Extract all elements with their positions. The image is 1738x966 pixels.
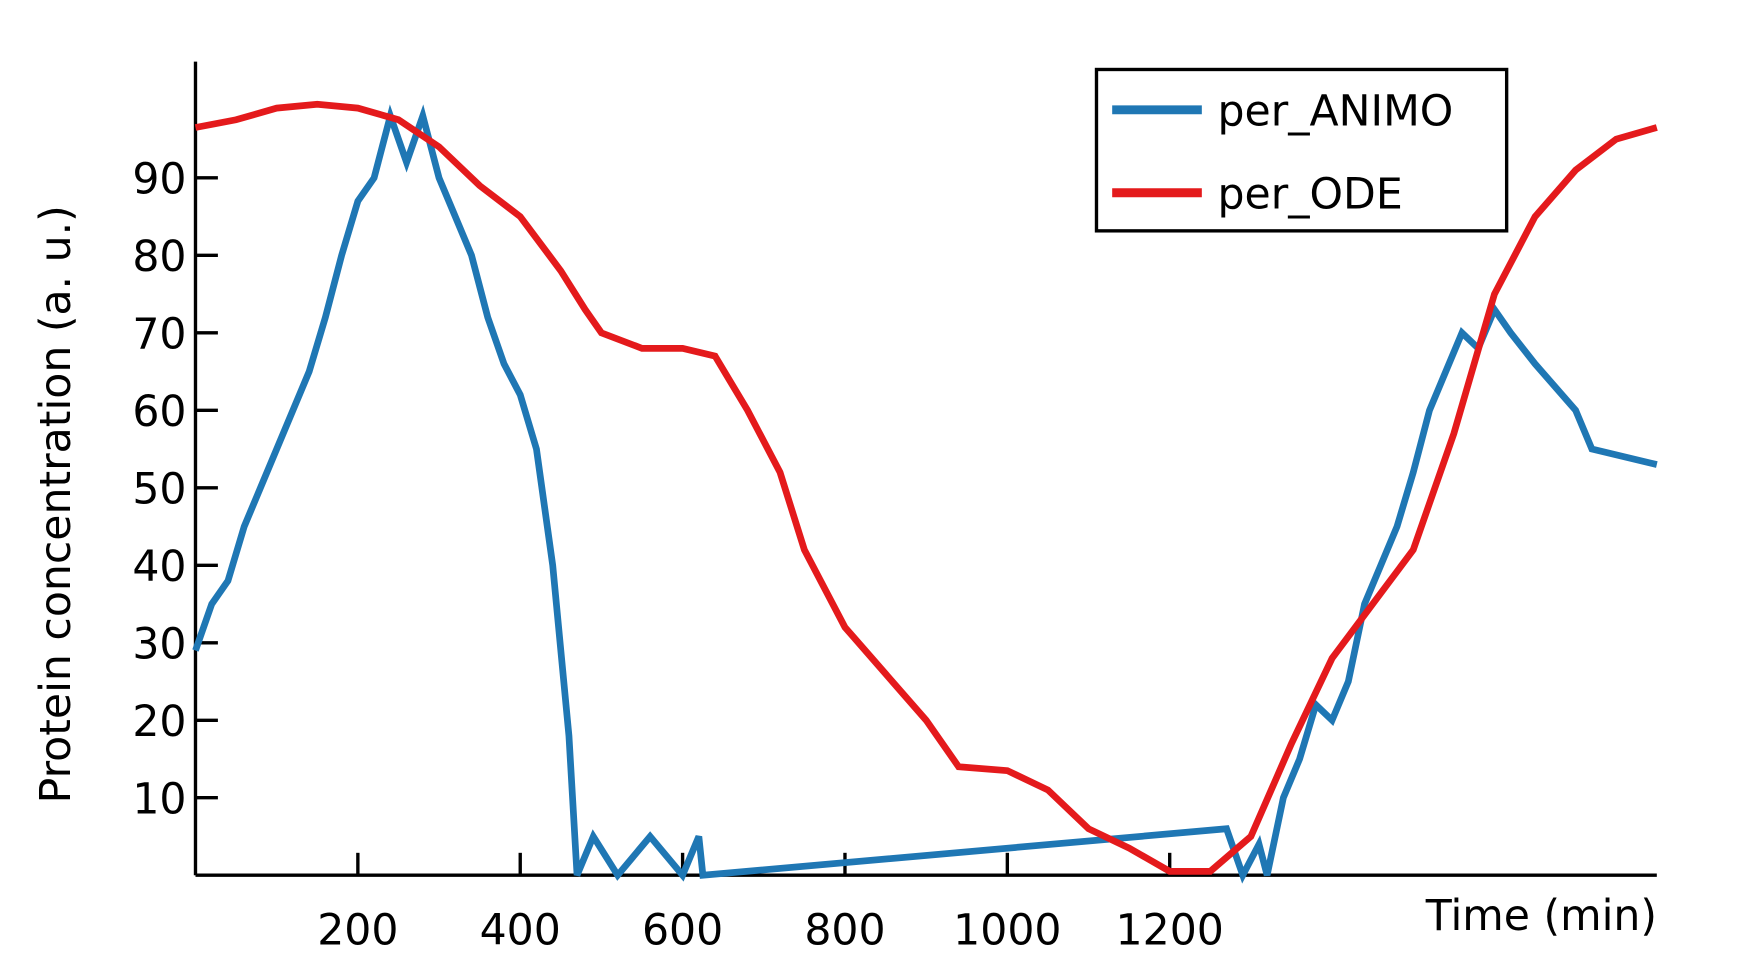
y-tick-label: 50 xyxy=(132,464,186,514)
x-tick-label: 800 xyxy=(804,906,885,956)
y-tick-label: 10 xyxy=(132,774,186,824)
y-tick-label: 20 xyxy=(132,697,186,747)
x-tick-label: 200 xyxy=(317,906,398,956)
y-axis-label: Protein concentration (a. u.) xyxy=(31,205,81,803)
x-tick-label: 1000 xyxy=(953,906,1061,956)
y-tick-label: 40 xyxy=(132,542,186,592)
x-axis-label: Time (min) xyxy=(1425,891,1657,941)
legend-label: per_ODE xyxy=(1218,169,1403,219)
data-line xyxy=(194,100,1658,875)
x-tick-label: 600 xyxy=(642,906,723,956)
y-tick-label: 70 xyxy=(132,310,186,360)
y-tick-label: 90 xyxy=(132,155,186,205)
legend-box xyxy=(1094,67,1509,233)
data-line xyxy=(192,104,1658,884)
legend-label: per_ANIMO xyxy=(1218,87,1454,137)
y-tick-label: 60 xyxy=(132,387,186,437)
y-tick-label: 30 xyxy=(132,619,186,669)
x-tick-label: 400 xyxy=(480,906,561,956)
y-tick-label: 80 xyxy=(132,232,186,282)
x-tick-label: 1200 xyxy=(1116,906,1224,956)
